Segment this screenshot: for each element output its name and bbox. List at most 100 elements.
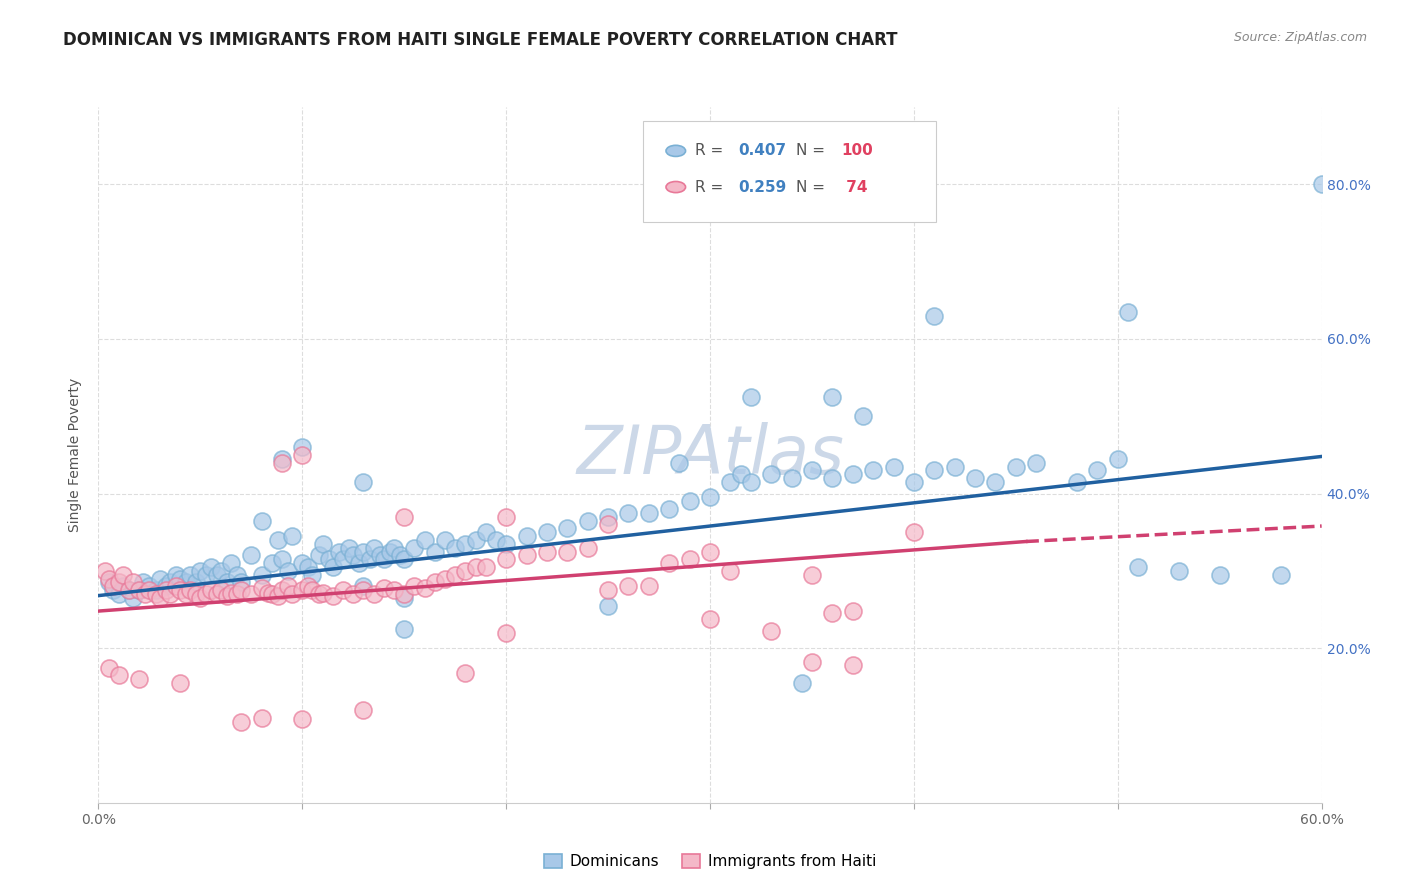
Point xyxy=(658,502,681,516)
Point xyxy=(413,533,436,547)
Point xyxy=(474,525,498,540)
Point xyxy=(679,494,702,508)
Point xyxy=(174,587,197,601)
Point xyxy=(342,587,364,601)
Point xyxy=(1128,560,1150,574)
Point xyxy=(231,714,253,729)
Point xyxy=(352,475,374,489)
Point xyxy=(363,587,385,601)
Point xyxy=(720,475,742,489)
Point xyxy=(373,581,395,595)
Point xyxy=(149,591,172,605)
Point xyxy=(169,583,191,598)
Point xyxy=(598,599,620,613)
Point xyxy=(392,622,416,636)
Point xyxy=(111,567,134,582)
Point xyxy=(495,552,517,566)
Point xyxy=(404,541,426,555)
Point xyxy=(250,711,273,725)
Point xyxy=(267,589,290,603)
Point xyxy=(780,471,803,485)
Point xyxy=(598,509,620,524)
Point xyxy=(318,552,340,566)
Point xyxy=(270,451,294,466)
Point xyxy=(382,541,405,555)
Point xyxy=(862,463,884,477)
Point xyxy=(359,552,381,566)
Point xyxy=(699,491,721,505)
Point xyxy=(155,583,177,598)
Point xyxy=(209,564,232,578)
Point xyxy=(128,583,150,598)
Point xyxy=(841,604,863,618)
Point xyxy=(97,572,120,586)
Point xyxy=(281,587,304,601)
Point xyxy=(984,475,1007,489)
Point xyxy=(943,459,966,474)
Point xyxy=(740,390,762,404)
Point xyxy=(149,572,172,586)
Point xyxy=(97,575,120,590)
Point xyxy=(378,544,401,558)
Point xyxy=(516,549,538,563)
Point xyxy=(841,658,863,673)
Point xyxy=(291,556,314,570)
Point xyxy=(349,556,371,570)
Point xyxy=(617,579,640,593)
Point xyxy=(240,549,263,563)
Point xyxy=(93,564,115,578)
Point xyxy=(132,575,155,590)
Point xyxy=(291,448,314,462)
Text: 74: 74 xyxy=(841,179,868,194)
Text: 100: 100 xyxy=(841,144,873,159)
Point xyxy=(1107,451,1129,466)
Point xyxy=(668,456,690,470)
Point xyxy=(322,560,344,574)
Point xyxy=(801,655,824,669)
Point xyxy=(404,579,426,593)
Point xyxy=(852,409,875,424)
Point xyxy=(169,572,191,586)
Point xyxy=(188,591,212,605)
Point xyxy=(260,556,283,570)
Point xyxy=(883,459,905,474)
Point xyxy=(122,591,145,605)
Point xyxy=(291,440,314,454)
Point xyxy=(1025,456,1047,470)
Point xyxy=(444,541,467,555)
Text: R =: R = xyxy=(696,179,728,194)
Point xyxy=(291,712,314,726)
Point xyxy=(841,467,863,482)
Point xyxy=(454,665,477,680)
Point xyxy=(145,583,167,598)
Point xyxy=(337,541,360,555)
Point xyxy=(382,583,405,598)
Point xyxy=(186,575,208,590)
Point xyxy=(638,506,661,520)
Point xyxy=(128,672,150,686)
Point xyxy=(155,579,177,593)
Text: R =: R = xyxy=(696,144,728,159)
Point xyxy=(101,583,124,598)
Point xyxy=(434,533,457,547)
Point xyxy=(658,556,681,570)
Point xyxy=(1310,178,1333,192)
Point xyxy=(801,567,824,582)
Point xyxy=(1066,475,1088,489)
Point xyxy=(219,556,242,570)
Point xyxy=(205,587,228,601)
Point xyxy=(209,583,232,598)
Legend: Dominicans, Immigrants from Haiti: Dominicans, Immigrants from Haiti xyxy=(537,848,883,875)
Point xyxy=(250,567,273,582)
Point xyxy=(761,624,783,639)
Point xyxy=(720,564,742,578)
Point xyxy=(328,544,350,558)
Point xyxy=(699,544,721,558)
Point xyxy=(495,509,517,524)
Text: N =: N = xyxy=(796,144,825,159)
Point xyxy=(200,583,222,598)
Point xyxy=(413,581,436,595)
Point xyxy=(308,549,330,563)
Point xyxy=(270,456,294,470)
Point xyxy=(730,467,752,482)
